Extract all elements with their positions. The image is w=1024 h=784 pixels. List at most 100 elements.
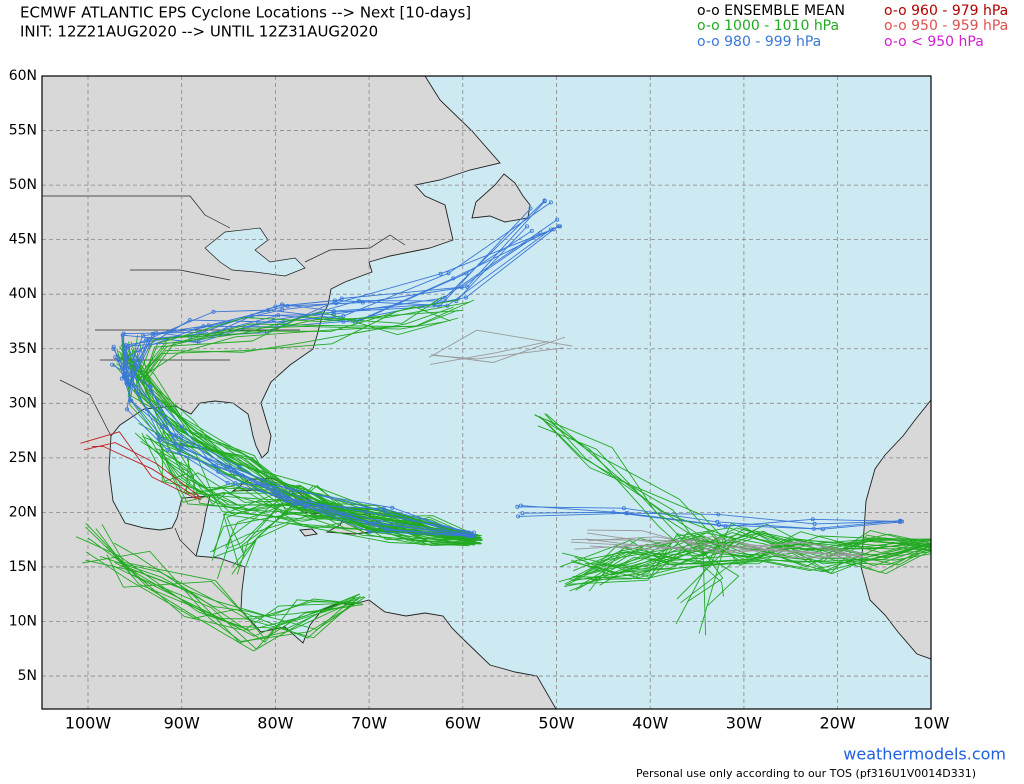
track-point bbox=[150, 331, 155, 336]
lon-label: 100W bbox=[65, 714, 112, 733]
track bbox=[142, 436, 481, 539]
lat-label: 60N bbox=[9, 68, 37, 84]
track-point bbox=[111, 346, 116, 351]
track-point bbox=[180, 442, 185, 447]
track bbox=[118, 359, 474, 537]
track-point bbox=[284, 485, 289, 490]
track-point bbox=[331, 309, 336, 314]
track bbox=[534, 414, 724, 597]
track-point bbox=[341, 313, 346, 318]
track-point bbox=[293, 498, 298, 503]
track bbox=[216, 486, 472, 579]
track-point bbox=[144, 337, 149, 342]
track-point bbox=[528, 206, 533, 211]
track-point bbox=[110, 362, 115, 367]
track bbox=[585, 538, 858, 557]
track bbox=[143, 309, 463, 381]
track-point bbox=[356, 298, 361, 303]
track bbox=[227, 484, 477, 549]
track bbox=[428, 329, 573, 358]
track-point bbox=[122, 373, 127, 378]
track bbox=[545, 413, 737, 600]
track bbox=[563, 527, 931, 588]
track-point bbox=[717, 522, 722, 527]
track bbox=[212, 512, 476, 553]
tracks bbox=[75, 198, 931, 652]
track-point bbox=[386, 528, 391, 533]
track bbox=[571, 548, 931, 579]
track bbox=[570, 530, 931, 581]
track bbox=[571, 538, 862, 556]
site[interactable]: weathermodels.com bbox=[843, 745, 1006, 764]
track bbox=[127, 346, 469, 533]
track bbox=[99, 555, 366, 630]
track-point bbox=[271, 317, 276, 322]
track bbox=[124, 225, 561, 377]
notice: Personal use only according to our TOS (… bbox=[636, 767, 976, 780]
legend-980: o-o 980 - 999 hPa bbox=[697, 34, 821, 50]
lon-label: 50W bbox=[538, 714, 574, 733]
track-point bbox=[285, 303, 290, 308]
track bbox=[142, 296, 443, 384]
track bbox=[163, 455, 477, 538]
track-point bbox=[471, 530, 476, 535]
track-point bbox=[716, 512, 721, 517]
lon-label: 70W bbox=[351, 714, 387, 733]
track-point bbox=[555, 217, 560, 222]
map bbox=[42, 76, 931, 709]
lat-label: 35N bbox=[9, 341, 37, 357]
track-point bbox=[529, 228, 534, 233]
track-point bbox=[214, 463, 219, 468]
track bbox=[125, 202, 552, 384]
track bbox=[112, 348, 473, 536]
track-point bbox=[211, 309, 216, 314]
track-point bbox=[225, 480, 230, 485]
track-point bbox=[174, 433, 179, 438]
track-point bbox=[463, 295, 468, 300]
lon-label: 90W bbox=[164, 714, 200, 733]
track-point bbox=[515, 504, 520, 509]
track-point bbox=[471, 534, 476, 539]
track bbox=[133, 352, 476, 543]
track bbox=[588, 533, 931, 592]
track-point bbox=[371, 521, 376, 526]
track-point bbox=[216, 469, 221, 474]
track bbox=[222, 513, 465, 568]
track-point bbox=[147, 343, 152, 348]
lon-label: 40W bbox=[632, 714, 668, 733]
track bbox=[124, 230, 533, 384]
track-point bbox=[438, 271, 443, 276]
track-point bbox=[129, 398, 134, 403]
track bbox=[137, 306, 451, 379]
track bbox=[522, 511, 903, 527]
track-point bbox=[206, 323, 211, 328]
lon-label: 10W bbox=[913, 714, 949, 733]
track-point bbox=[377, 518, 382, 523]
track-point bbox=[127, 383, 132, 388]
track-point bbox=[516, 514, 521, 519]
track bbox=[106, 546, 358, 620]
track bbox=[82, 550, 363, 642]
track-point bbox=[556, 224, 561, 229]
lon-label: 30W bbox=[726, 714, 762, 733]
track-point bbox=[237, 464, 242, 469]
track-point bbox=[159, 424, 164, 429]
track bbox=[430, 336, 566, 363]
track-point bbox=[897, 520, 902, 525]
legend-mean: o-o ENSEMBLE MEAN bbox=[697, 3, 845, 19]
track bbox=[85, 551, 356, 639]
track-point bbox=[446, 271, 451, 276]
track bbox=[148, 435, 471, 536]
legend-1000: o-o 1000 - 1010 hPa bbox=[697, 18, 839, 34]
lat-label: 30N bbox=[9, 395, 37, 411]
track-point bbox=[367, 529, 372, 534]
track bbox=[574, 538, 931, 581]
track bbox=[517, 506, 901, 530]
lat-label: 5N bbox=[18, 668, 37, 684]
track bbox=[571, 538, 931, 576]
track bbox=[572, 522, 931, 580]
track bbox=[225, 495, 475, 548]
track-point bbox=[451, 276, 456, 281]
track bbox=[594, 531, 931, 565]
track-point bbox=[176, 450, 181, 455]
